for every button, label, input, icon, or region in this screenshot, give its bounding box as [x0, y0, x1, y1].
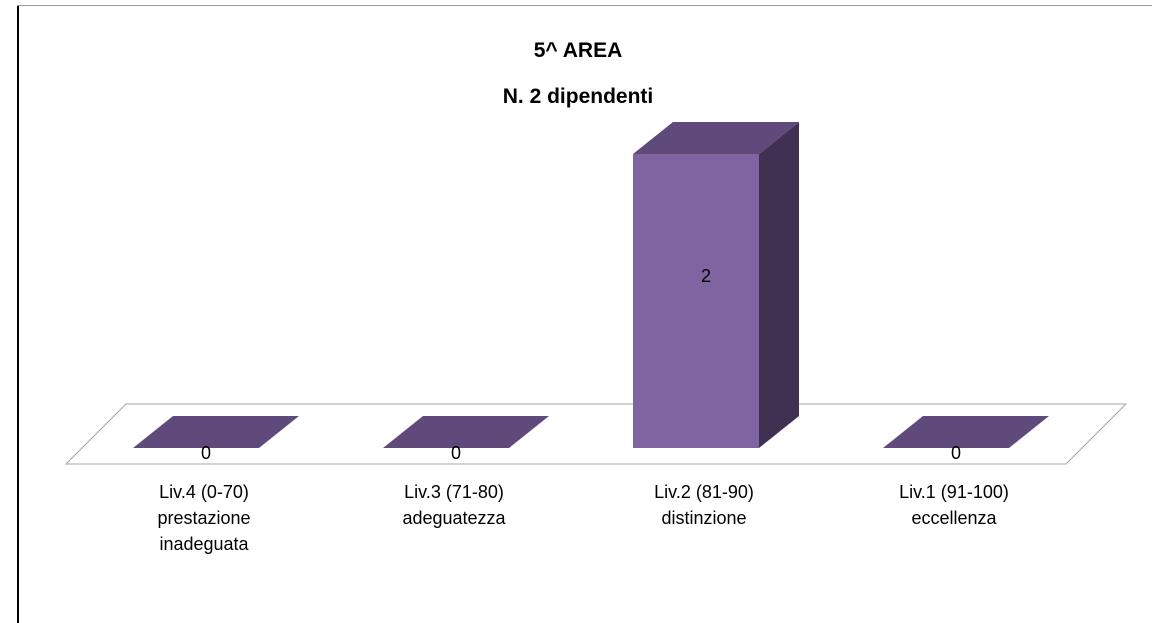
data-label-1: 0 — [451, 443, 461, 463]
chart-frame-top-border — [17, 5, 1152, 6]
category-label-2-line-1: distinzione — [661, 508, 747, 528]
category-label-2-line-0: Liv.2 (81-90) — [654, 482, 754, 502]
category-label-2: Liv.2 (81-90) distinzione — [604, 479, 804, 531]
category-label-1-line-1: adeguatezza — [402, 508, 506, 528]
chart-title: 5^ AREA — [533, 39, 623, 62]
bar-top-0 — [133, 416, 299, 448]
bar-top-2 — [633, 122, 799, 154]
chart-floor — [64, 403, 1128, 465]
category-label-0-line-2: inadeguata — [159, 534, 249, 554]
category-label-1-line-0: Liv.3 (71-80) — [404, 482, 504, 502]
category-label-0-line-1: prestazione — [157, 508, 251, 528]
bar-top-1 — [383, 416, 549, 448]
chart-frame-left-border — [17, 5, 19, 623]
data-label-3: 0 — [951, 443, 961, 463]
category-label-0-line-0: Liv.4 (0-70) — [159, 482, 249, 502]
bar-front-2 — [633, 154, 759, 448]
category-label-3: Liv.1 (91-100) eccellenza — [854, 479, 1054, 531]
data-label-2: 2 — [701, 266, 711, 286]
bar-top-3 — [883, 416, 1049, 448]
bar-side-2 — [759, 122, 799, 448]
data-label-0: 0 — [201, 443, 211, 463]
category-label-3-line-1: eccellenza — [911, 508, 997, 528]
category-label-3-line-0: Liv.1 (91-100) — [899, 482, 1009, 502]
chart-subtitle: N. 2 dipendenti — [502, 85, 654, 108]
category-label-0: Liv.4 (0-70) prestazione inadeguata — [104, 479, 304, 557]
category-label-1: Liv.3 (71-80) adeguatezza — [354, 479, 554, 531]
